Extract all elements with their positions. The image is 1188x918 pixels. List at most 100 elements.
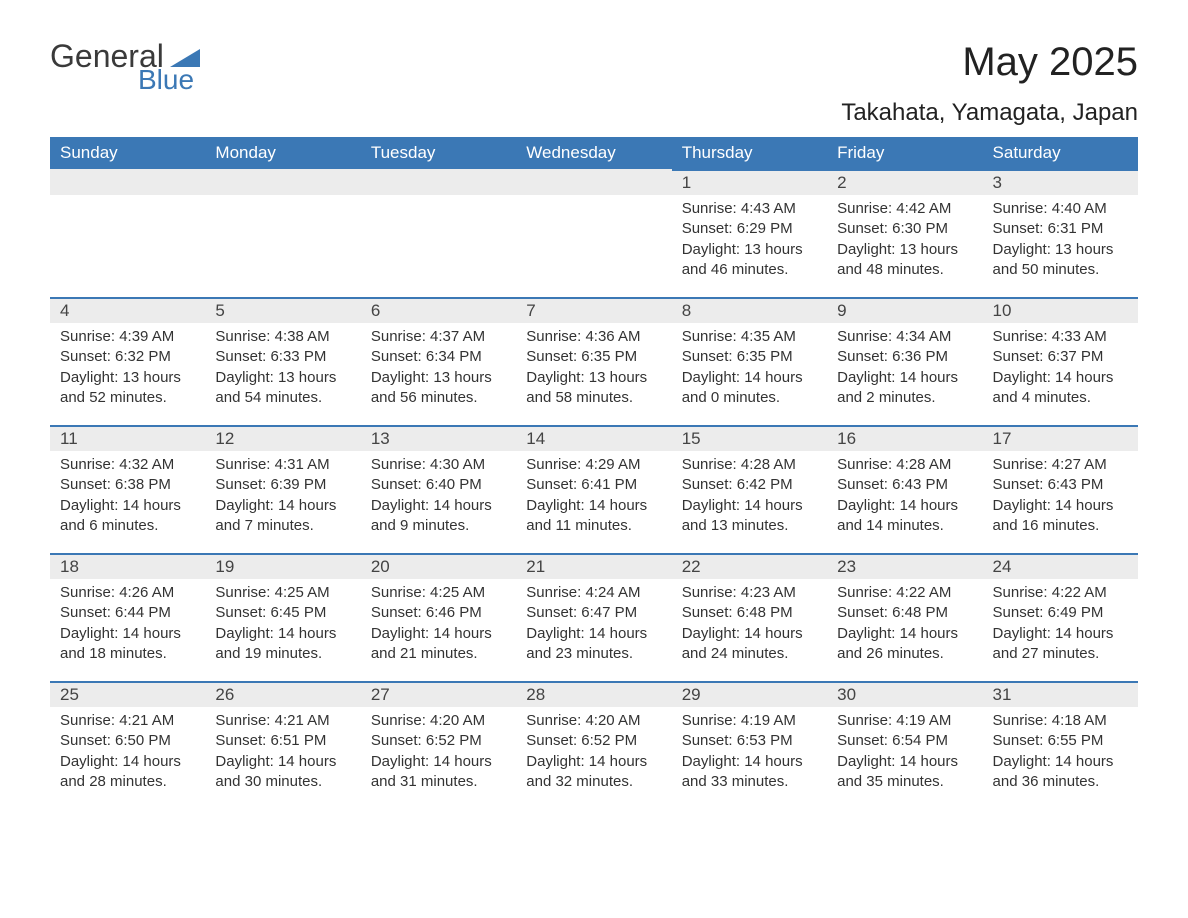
day-sunset: Sunset: 6:49 PM [993,603,1128,623]
day-number: 23 [827,553,982,579]
day-sunset: Sunset: 6:32 PM [60,347,195,367]
calendar-week-row: 4Sunrise: 4:39 AMSunset: 6:32 PMDaylight… [50,297,1138,425]
day-daylight: Daylight: 14 hours and 31 minutes. [371,752,506,793]
day-daylight: Daylight: 14 hours and 21 minutes. [371,624,506,665]
calendar-cell: 24Sunrise: 4:22 AMSunset: 6:49 PMDayligh… [983,553,1138,681]
day-sunset: Sunset: 6:52 PM [371,731,506,751]
day-number: 17 [983,425,1138,451]
day-body: Sunrise: 4:26 AMSunset: 6:44 PMDaylight:… [50,579,205,672]
day-sunset: Sunset: 6:54 PM [837,731,972,751]
day-daylight: Daylight: 14 hours and 28 minutes. [60,752,195,793]
day-body: Sunrise: 4:21 AMSunset: 6:50 PMDaylight:… [50,707,205,800]
day-body: Sunrise: 4:22 AMSunset: 6:49 PMDaylight:… [983,579,1138,672]
day-sunset: Sunset: 6:31 PM [993,219,1128,239]
day-sunset: Sunset: 6:48 PM [837,603,972,623]
day-daylight: Daylight: 14 hours and 27 minutes. [993,624,1128,665]
day-number: 9 [827,297,982,323]
calendar-cell [361,169,516,297]
day-number: 15 [672,425,827,451]
weekday-header: Saturday [983,137,1138,169]
day-sunrise: Sunrise: 4:27 AM [993,455,1128,475]
day-number: 31 [983,681,1138,707]
day-number: 14 [516,425,671,451]
day-sunrise: Sunrise: 4:31 AM [215,455,350,475]
calendar-cell: 21Sunrise: 4:24 AMSunset: 6:47 PMDayligh… [516,553,671,681]
day-sunset: Sunset: 6:51 PM [215,731,350,751]
day-body: Sunrise: 4:22 AMSunset: 6:48 PMDaylight:… [827,579,982,672]
day-number: 4 [50,297,205,323]
logo-text-bottom: Blue [138,66,200,94]
day-daylight: Daylight: 14 hours and 13 minutes. [682,496,817,537]
day-daylight: Daylight: 14 hours and 33 minutes. [682,752,817,793]
day-body: Sunrise: 4:20 AMSunset: 6:52 PMDaylight:… [361,707,516,800]
calendar-cell: 9Sunrise: 4:34 AMSunset: 6:36 PMDaylight… [827,297,982,425]
day-number: 20 [361,553,516,579]
day-sunrise: Sunrise: 4:22 AM [993,583,1128,603]
day-daylight: Daylight: 14 hours and 14 minutes. [837,496,972,537]
day-sunrise: Sunrise: 4:19 AM [682,711,817,731]
day-sunset: Sunset: 6:45 PM [215,603,350,623]
day-body: Sunrise: 4:28 AMSunset: 6:43 PMDaylight:… [827,451,982,544]
day-daylight: Daylight: 13 hours and 56 minutes. [371,368,506,409]
day-body: Sunrise: 4:39 AMSunset: 6:32 PMDaylight:… [50,323,205,416]
day-daylight: Daylight: 14 hours and 16 minutes. [993,496,1128,537]
day-sunrise: Sunrise: 4:26 AM [60,583,195,603]
day-body: Sunrise: 4:19 AMSunset: 6:53 PMDaylight:… [672,707,827,800]
day-sunrise: Sunrise: 4:20 AM [371,711,506,731]
day-sunrise: Sunrise: 4:24 AM [526,583,661,603]
day-sunset: Sunset: 6:34 PM [371,347,506,367]
day-daylight: Daylight: 14 hours and 0 minutes. [682,368,817,409]
calendar-cell: 23Sunrise: 4:22 AMSunset: 6:48 PMDayligh… [827,553,982,681]
day-body: Sunrise: 4:30 AMSunset: 6:40 PMDaylight:… [361,451,516,544]
calendar-cell: 12Sunrise: 4:31 AMSunset: 6:39 PMDayligh… [205,425,360,553]
day-sunrise: Sunrise: 4:39 AM [60,327,195,347]
calendar-cell: 30Sunrise: 4:19 AMSunset: 6:54 PMDayligh… [827,681,982,809]
day-number: 21 [516,553,671,579]
day-number: 2 [827,169,982,195]
day-number: 30 [827,681,982,707]
day-number: 1 [672,169,827,195]
calendar-cell: 26Sunrise: 4:21 AMSunset: 6:51 PMDayligh… [205,681,360,809]
day-number: 11 [50,425,205,451]
calendar-cell: 5Sunrise: 4:38 AMSunset: 6:33 PMDaylight… [205,297,360,425]
day-sunrise: Sunrise: 4:37 AM [371,327,506,347]
day-number-blank [205,169,360,195]
day-number: 19 [205,553,360,579]
day-sunrise: Sunrise: 4:29 AM [526,455,661,475]
day-body: Sunrise: 4:43 AMSunset: 6:29 PMDaylight:… [672,195,827,288]
day-sunset: Sunset: 6:37 PM [993,347,1128,367]
day-number: 24 [983,553,1138,579]
day-sunset: Sunset: 6:52 PM [526,731,661,751]
day-sunset: Sunset: 6:38 PM [60,475,195,495]
day-sunrise: Sunrise: 4:30 AM [371,455,506,475]
day-sunrise: Sunrise: 4:34 AM [837,327,972,347]
calendar-cell: 13Sunrise: 4:30 AMSunset: 6:40 PMDayligh… [361,425,516,553]
day-sunset: Sunset: 6:35 PM [526,347,661,367]
day-sunset: Sunset: 6:41 PM [526,475,661,495]
weekday-header: Tuesday [361,137,516,169]
day-sunset: Sunset: 6:35 PM [682,347,817,367]
day-sunset: Sunset: 6:39 PM [215,475,350,495]
day-body: Sunrise: 4:29 AMSunset: 6:41 PMDaylight:… [516,451,671,544]
day-daylight: Daylight: 14 hours and 19 minutes. [215,624,350,665]
day-number: 18 [50,553,205,579]
day-number: 22 [672,553,827,579]
day-daylight: Daylight: 14 hours and 24 minutes. [682,624,817,665]
calendar-cell: 31Sunrise: 4:18 AMSunset: 6:55 PMDayligh… [983,681,1138,809]
calendar-cell: 27Sunrise: 4:20 AMSunset: 6:52 PMDayligh… [361,681,516,809]
day-body: Sunrise: 4:33 AMSunset: 6:37 PMDaylight:… [983,323,1138,416]
day-daylight: Daylight: 14 hours and 32 minutes. [526,752,661,793]
day-daylight: Daylight: 14 hours and 11 minutes. [526,496,661,537]
day-sunrise: Sunrise: 4:43 AM [682,199,817,219]
day-sunrise: Sunrise: 4:20 AM [526,711,661,731]
weekday-header-row: SundayMondayTuesdayWednesdayThursdayFrid… [50,137,1138,169]
calendar-week-row: 11Sunrise: 4:32 AMSunset: 6:38 PMDayligh… [50,425,1138,553]
day-daylight: Daylight: 13 hours and 52 minutes. [60,368,195,409]
day-body: Sunrise: 4:21 AMSunset: 6:51 PMDaylight:… [205,707,360,800]
day-daylight: Daylight: 14 hours and 2 minutes. [837,368,972,409]
day-sunrise: Sunrise: 4:40 AM [993,199,1128,219]
day-number: 6 [361,297,516,323]
day-number: 13 [361,425,516,451]
calendar-cell: 8Sunrise: 4:35 AMSunset: 6:35 PMDaylight… [672,297,827,425]
calendar-week-row: 1Sunrise: 4:43 AMSunset: 6:29 PMDaylight… [50,169,1138,297]
